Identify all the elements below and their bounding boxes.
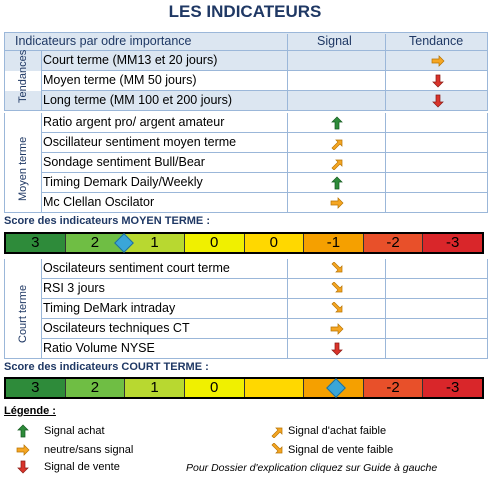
- sell-arrow-icon: [432, 74, 444, 88]
- score-moyen-label: Score des indicateurs MOYEN TERME :: [4, 215, 210, 227]
- score-cell: 0: [244, 234, 305, 252]
- page-title: LES INDICATEURS: [168, 2, 322, 21]
- score-cell: 1: [114, 233, 185, 253]
- table-row: Timing Demark Daily/Weekly: [43, 175, 203, 189]
- legend-weak-buy: Signal d'achat faible: [288, 425, 387, 437]
- score-cell: -3: [423, 379, 482, 397]
- score-cell: -3: [423, 234, 482, 252]
- weak-sell-arrow-icon: [331, 262, 343, 273]
- table-row: Oscilateurs sentiment court terme: [43, 261, 230, 275]
- score-cell: 1: [125, 379, 185, 397]
- table-row: Ratio argent pro/ argent amateur: [43, 115, 225, 129]
- table-row: Timing DeMark intraday: [43, 301, 176, 315]
- score-bar-court: 3 2 1 0 -2 -3: [4, 377, 484, 399]
- neutral-arrow-icon: [330, 323, 344, 335]
- legend-buy: Signal achat: [44, 425, 105, 437]
- table-row: Mc Clellan Oscilator: [43, 195, 155, 209]
- guide-note: Pour Dossier d'explication cliquez sur G…: [186, 462, 438, 474]
- weak-buy-arrow-icon: [331, 139, 343, 150]
- table-row: RSI 3 jours: [43, 281, 105, 295]
- legend-weak-sell: Signal de vente faible: [288, 444, 394, 456]
- score-cell: -1: [304, 234, 364, 252]
- sell-arrow-icon: [432, 94, 444, 108]
- neutral-arrow-icon: [330, 197, 344, 209]
- table-row: Oscillateur sentiment moyen terme: [43, 135, 237, 149]
- header-tendance: Tendance: [409, 34, 464, 48]
- table-row: Ratio Volume NYSE: [43, 341, 155, 355]
- legend-sell: Signal de vente: [44, 461, 120, 473]
- score-marker-icon: [326, 378, 347, 398]
- buy-arrow-icon: [331, 176, 343, 190]
- table-row: Long terme (MM 100 et 200 jours): [5, 91, 487, 111]
- weak-sell-arrow-icon: [331, 282, 343, 293]
- legend-title: Légende :: [4, 405, 56, 417]
- section-label-court: Court terme: [17, 284, 29, 343]
- score-cell: [244, 379, 305, 397]
- score-cell: [304, 378, 364, 398]
- sell-arrow-icon: [331, 342, 343, 356]
- table-row: Court terme (MM13 et 20 jours): [5, 51, 487, 71]
- section-moyen-terme: Ratio argent pro/ argent amateur Oscilla…: [4, 113, 488, 213]
- score-court-label: Score des indicateurs COURT TERME :: [4, 361, 209, 373]
- score-cell: 0: [184, 379, 245, 397]
- weak-sell-arrow-icon: [331, 302, 343, 313]
- header-indicators: Indicateurs par odre importance: [15, 34, 192, 48]
- score-cell: 0: [184, 234, 245, 252]
- score-cell: -2: [363, 379, 424, 397]
- table-row: Moyen terme (MM 50 jours): [43, 73, 197, 87]
- buy-arrow-icon: [331, 116, 343, 130]
- legend-neutral: neutre/sans signal: [44, 444, 134, 456]
- score-cell: 3: [6, 234, 66, 252]
- table-row: Sondage sentiment Bull/Bear: [43, 155, 205, 169]
- weak-buy-arrow-icon: [271, 427, 283, 438]
- table-row: Oscilateurs techniques CT: [43, 321, 190, 335]
- weak-sell-arrow-icon: [271, 443, 283, 454]
- score-cell: -2: [363, 234, 424, 252]
- table-header: Indicateurs par odre importance Signal T…: [4, 32, 488, 51]
- section-court-terme: Oscilateurs sentiment court terme RSI 3 …: [4, 259, 488, 359]
- section-tendances: Court terme (MM13 et 20 jours) Moyen ter…: [4, 49, 488, 111]
- section-label-moyen: Moyen terme: [17, 136, 29, 201]
- score-bar-moyen: 3 2 1 0 0 -1 -2 -3: [4, 232, 484, 254]
- neutral-arrow-icon: [16, 444, 30, 456]
- score-cell: 2: [65, 379, 126, 397]
- weak-buy-arrow-icon: [331, 159, 343, 170]
- header-signal: Signal: [317, 34, 352, 48]
- score-cell: 3: [6, 379, 66, 397]
- sell-arrow-icon: [17, 460, 29, 474]
- buy-arrow-icon: [17, 424, 29, 438]
- section-label-tendances: Tendances: [17, 49, 29, 103]
- neutral-arrow-icon: [431, 55, 445, 67]
